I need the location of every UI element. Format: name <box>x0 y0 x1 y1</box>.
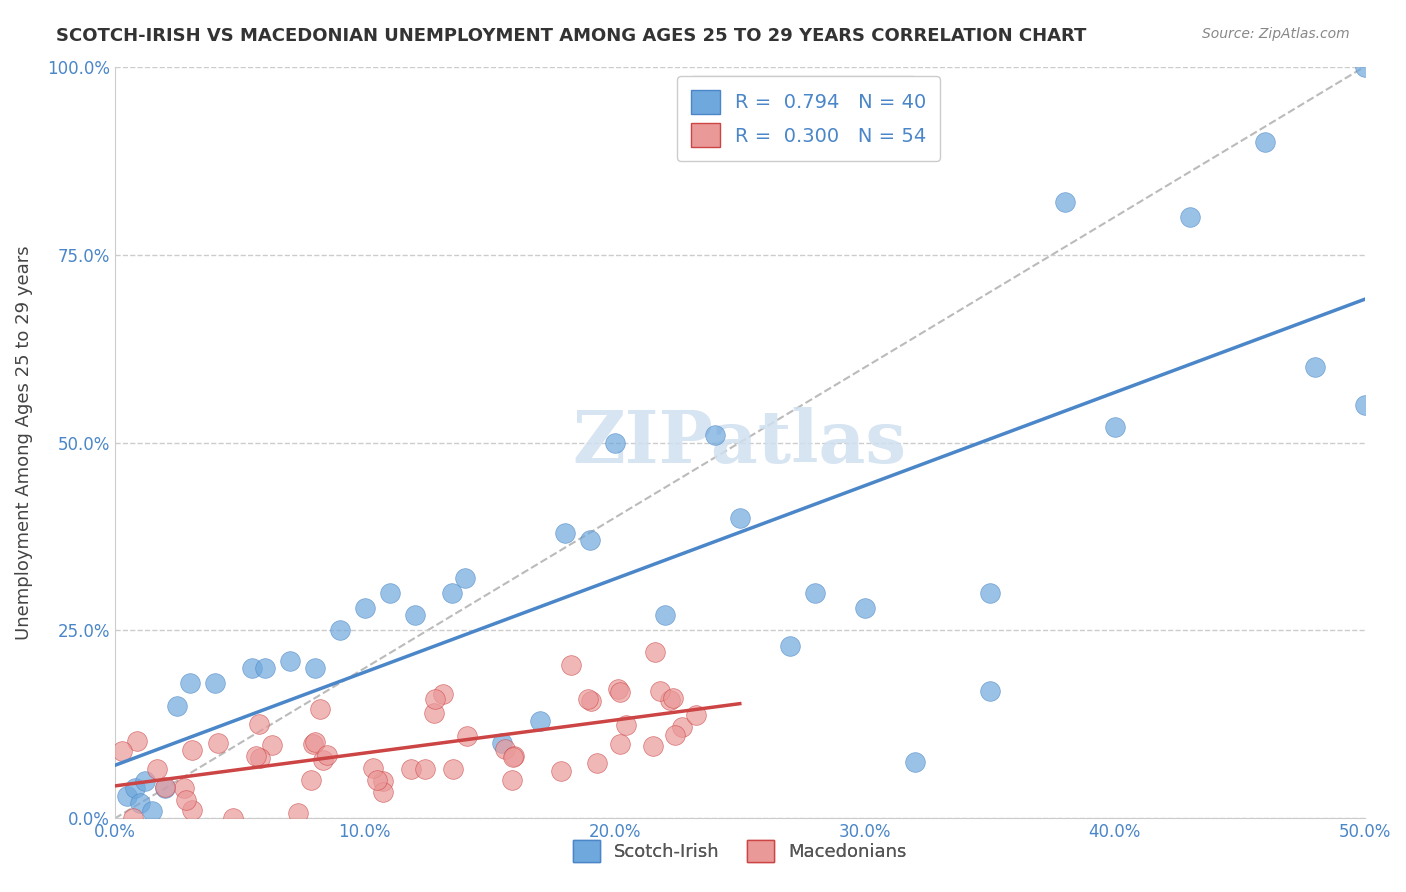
Point <box>378 586 401 600</box>
Point <box>1354 398 1376 412</box>
Point <box>454 571 477 585</box>
Point <box>1053 194 1076 209</box>
Point <box>262 739 284 753</box>
Point <box>240 661 263 675</box>
Point <box>247 717 270 731</box>
Point <box>304 661 326 675</box>
Point <box>529 714 551 728</box>
Point <box>366 772 388 787</box>
Point <box>979 683 1001 698</box>
Point <box>361 761 384 775</box>
Point <box>664 728 686 742</box>
Point <box>1104 420 1126 434</box>
Point <box>287 805 309 820</box>
Point <box>180 743 202 757</box>
Point <box>491 736 513 750</box>
Point <box>179 676 201 690</box>
Point <box>124 781 146 796</box>
Point <box>125 734 148 748</box>
Point <box>110 743 132 757</box>
Point <box>399 762 422 776</box>
Point <box>146 762 169 776</box>
Point <box>703 428 725 442</box>
Point <box>779 639 801 653</box>
Point <box>304 735 326 749</box>
Point <box>579 694 602 708</box>
Point <box>586 756 609 771</box>
Point <box>173 781 195 796</box>
Point <box>576 692 599 706</box>
Point <box>1178 210 1201 224</box>
Point <box>153 781 176 796</box>
Point <box>441 763 464 777</box>
Point <box>685 708 707 723</box>
Point <box>117 789 139 803</box>
Point <box>222 811 245 825</box>
Point <box>423 706 446 720</box>
Point <box>432 688 454 702</box>
Point <box>308 702 330 716</box>
Point <box>299 772 322 787</box>
Point <box>253 661 276 675</box>
Text: SCOTCH-IRISH VS MACEDONIAN UNEMPLOYMENT AMONG AGES 25 TO 29 YEARS CORRELATION CH: SCOTCH-IRISH VS MACEDONIAN UNEMPLOYMENT … <box>56 27 1087 45</box>
Point <box>141 804 163 818</box>
Point <box>654 608 676 623</box>
Point <box>503 748 526 763</box>
Point <box>662 690 685 705</box>
Point <box>441 586 464 600</box>
Point <box>609 737 631 751</box>
Point <box>979 586 1001 600</box>
Point <box>174 792 197 806</box>
Point <box>606 681 628 696</box>
Point <box>278 654 301 668</box>
Point <box>609 685 631 699</box>
Text: ZIPatlas: ZIPatlas <box>572 407 907 478</box>
Point <box>648 684 671 698</box>
Point <box>603 435 626 450</box>
Point <box>128 797 150 811</box>
Point <box>501 772 523 787</box>
Point <box>1354 60 1376 74</box>
Point <box>312 753 335 767</box>
Y-axis label: Unemployment Among Ages 25 to 29 years: Unemployment Among Ages 25 to 29 years <box>15 245 32 640</box>
Point <box>671 720 693 734</box>
Point <box>353 601 375 615</box>
Point <box>329 624 352 638</box>
Point <box>502 749 524 764</box>
Point <box>804 586 827 600</box>
Point <box>550 764 572 779</box>
Point <box>658 693 681 707</box>
Point <box>494 742 516 756</box>
Point <box>616 718 638 732</box>
Legend: Scotch-Irish, Macedonians: Scotch-Irish, Macedonians <box>565 833 914 870</box>
Point <box>134 773 156 788</box>
Point <box>1254 135 1277 149</box>
Point <box>413 762 436 776</box>
Point <box>560 658 582 673</box>
Point <box>554 525 576 540</box>
Point <box>122 811 145 825</box>
Text: Source: ZipAtlas.com: Source: ZipAtlas.com <box>1202 27 1350 41</box>
Point <box>404 608 426 623</box>
Point <box>578 533 600 548</box>
Point <box>204 676 226 690</box>
Point <box>153 780 176 794</box>
Point <box>249 751 271 765</box>
Point <box>904 755 927 769</box>
Point <box>456 729 478 743</box>
Point <box>207 736 229 750</box>
Point <box>373 773 395 788</box>
Point <box>853 601 876 615</box>
Point <box>641 739 664 753</box>
Point <box>180 803 202 817</box>
Point <box>373 785 395 799</box>
Point <box>644 645 666 659</box>
Point <box>302 738 325 752</box>
Point <box>1303 360 1326 375</box>
Point <box>166 698 188 713</box>
Point <box>245 749 267 764</box>
Point <box>425 692 447 706</box>
Point <box>316 747 339 762</box>
Point <box>728 510 751 524</box>
